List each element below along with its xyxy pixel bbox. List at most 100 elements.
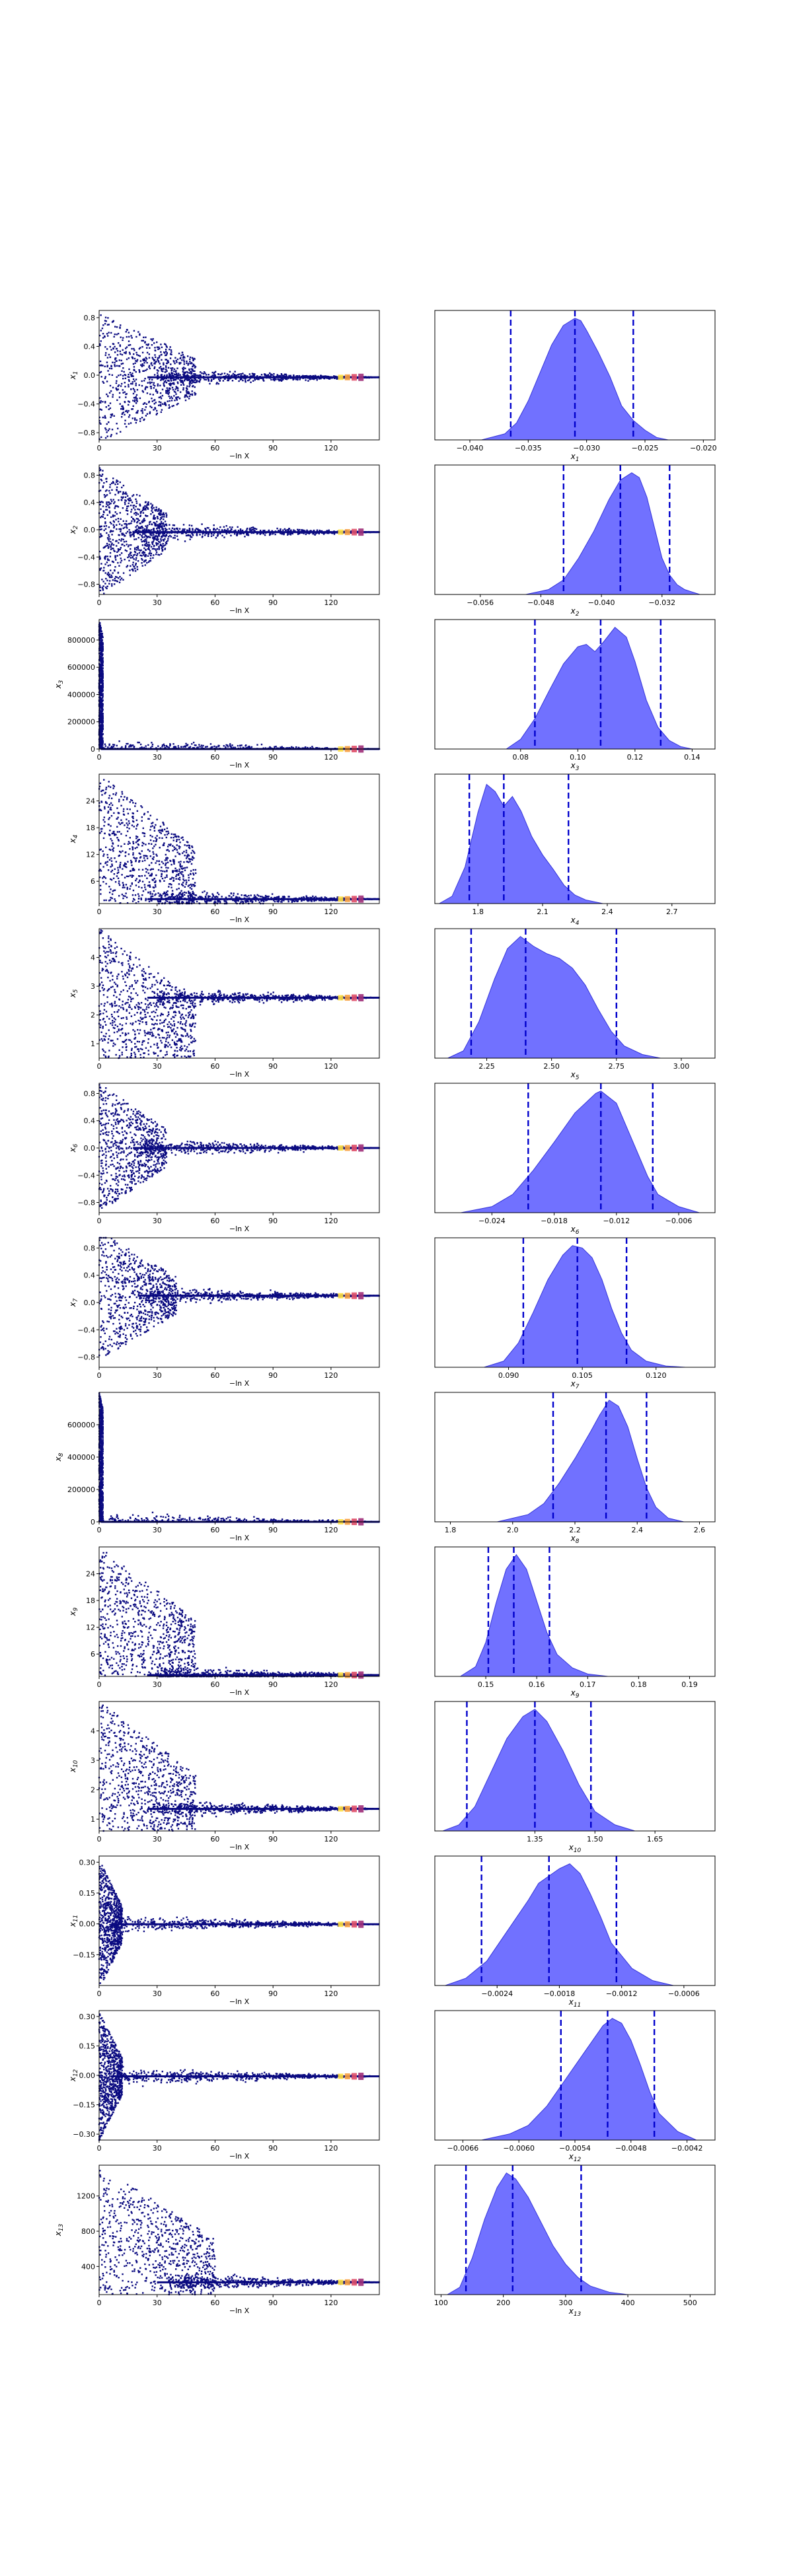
posterior-panel-5: 2.25 2.50 2.75 3.00 x5 (434, 928, 716, 1081)
trace-hot-marker (351, 994, 357, 1001)
posterior-axes-frame (434, 1855, 716, 1986)
posterior-xlabel: x10 (568, 1843, 582, 1854)
x-tick-label: 400 (621, 2299, 635, 2307)
trace-ylabel: x5 (68, 989, 79, 998)
trace-hot-marker (351, 896, 357, 903)
x-tick-label: 120 (324, 753, 338, 762)
y-tick-label: −0.4 (77, 1326, 95, 1334)
x-tick-label: 0 (97, 753, 102, 762)
x-tick-label: −0.018 (541, 1217, 568, 1225)
posterior-xlabel: x8 (570, 1534, 580, 1545)
x-tick-label: 2.4 (601, 908, 613, 916)
posterior-axes-frame (434, 310, 716, 441)
trace-hot-marker (351, 374, 357, 381)
x-tick-label: −0.048 (527, 598, 554, 607)
trace-axes-frame (98, 310, 380, 441)
x-tick-label: 90 (268, 444, 278, 452)
x-tick-label: 60 (210, 1989, 219, 1998)
x-tick-label: 120 (324, 444, 338, 452)
y-tick-label: 0.8 (84, 471, 96, 480)
posterior-density (481, 2018, 697, 2141)
trace-xlabel: −ln X (229, 1225, 250, 1233)
x-tick-label: 120 (324, 1989, 338, 1998)
trace-samples (98, 467, 381, 594)
x-tick-label: 120 (324, 1217, 338, 1225)
posterior-xlabel: x5 (570, 1070, 580, 1081)
posterior-panel-2: −0.056 −0.048 −0.040 −0.032 x2 (434, 464, 716, 618)
x-tick-label: 60 (210, 1835, 219, 1843)
trace-samples (98, 779, 380, 905)
trace-ylabel: x13 (54, 2223, 65, 2236)
x-tick-label: 1.35 (527, 1835, 543, 1843)
x-tick-label: 100 (434, 2299, 448, 2307)
x-tick-label: 120 (324, 2144, 338, 2153)
trace-panel-6: 0 30 60 90 120 0.8 0.4 0.0 −0.4 −0.8 −ln X x6 (68, 1083, 380, 1233)
x-tick-label: −0.024 (478, 1217, 506, 1225)
x-tick-label: 60 (210, 1371, 219, 1380)
posterior-density (437, 783, 603, 904)
y-tick-label: 200000 (67, 718, 95, 727)
x-tick-label: 0 (97, 1989, 102, 1998)
trace-hot-marker (351, 1292, 357, 1299)
trace-hot-marker (358, 2072, 364, 2080)
x-tick-label: 200 (496, 2299, 510, 2307)
trace-xlabel: −ln X (229, 606, 250, 615)
x-tick-label: 120 (324, 1680, 338, 1689)
x-tick-label: 60 (210, 598, 219, 607)
trace-xlabel: −ln X (229, 1534, 250, 1542)
trace-panel-11: 0 30 60 90 120 0.30 0.15 0.00 −0.15 −ln X x11 (68, 1855, 380, 2006)
x-tick-label: 0 (97, 2144, 102, 2153)
x-tick-label: 90 (268, 1062, 278, 1071)
y-tick-label: 6 (91, 877, 95, 886)
y-tick-label: 1 (91, 1815, 95, 1824)
x-tick-label: 90 (268, 2144, 278, 2153)
y-tick-label: 24 (86, 1570, 95, 1579)
posterior-xlabel: x11 (568, 1997, 582, 2009)
posterior-xlabel: x7 (570, 1379, 580, 1390)
x-tick-label: 0 (97, 908, 102, 916)
x-tick-label: 60 (210, 2299, 219, 2307)
x-tick-label: 30 (153, 1989, 162, 1998)
y-tick-label: 0.4 (84, 1117, 96, 1126)
trace-hot-marker (358, 1292, 364, 1300)
posterior-density (445, 1863, 674, 1986)
trace-hot-marker (351, 1671, 357, 1678)
y-tick-label: 1200 (77, 2192, 95, 2201)
x-tick-label: 1.65 (647, 1835, 663, 1843)
trace-panel-9: 0 30 60 90 120 24 18 12 6 −ln X x9 (68, 1546, 380, 1697)
y-tick-label: −0.30 (73, 2130, 95, 2139)
trace-hot-marker (338, 896, 344, 902)
x-tick-label: 3.00 (673, 1062, 690, 1071)
x-tick-label: 30 (153, 1371, 162, 1380)
x-tick-label: 0.18 (630, 1680, 647, 1689)
trace-xlabel: −ln X (229, 1688, 250, 1697)
x-tick-label: 2.4 (631, 1526, 643, 1534)
y-tick-label: 3 (91, 982, 95, 991)
posterior-panel-6: −0.024 −0.018 −0.012 −0.006 x6 (434, 1083, 716, 1236)
y-tick-label: 0.0 (84, 371, 96, 380)
posterior-density (505, 627, 693, 750)
x-tick-label: −0.0012 (606, 1989, 638, 1998)
x-tick-label: 2.1 (537, 908, 548, 916)
trace-hot-marker (351, 1921, 357, 1928)
y-tick-label: 0.4 (84, 1271, 96, 1280)
x-tick-label: 90 (268, 1371, 278, 1380)
posterior-panel-1: −0.040 −0.035 −0.030 −0.025 −0.020 x1 (434, 310, 717, 463)
x-tick-label: 120 (324, 1835, 338, 1843)
trace-xlabel: −ln X (229, 1997, 250, 2006)
y-tick-label: 0.0 (84, 1144, 96, 1153)
x-tick-label: −0.032 (648, 598, 675, 607)
y-tick-label: 12 (86, 851, 95, 859)
posterior-xlabel: x3 (570, 761, 580, 772)
trace-ylabel: x9 (68, 1607, 79, 1616)
x-tick-label: 90 (268, 753, 278, 762)
x-tick-label: 120 (324, 1062, 338, 1071)
y-tick-label: 600000 (67, 1421, 95, 1429)
posterior-xlabel: x12 (568, 2152, 582, 2163)
x-tick-label: 30 (153, 1526, 162, 1534)
x-tick-label: 90 (268, 1835, 278, 1843)
x-tick-label: 0.105 (572, 1371, 593, 1380)
x-tick-label: −0.0006 (668, 1989, 700, 1998)
x-tick-label: 60 (210, 753, 219, 762)
x-tick-label: 500 (683, 2299, 697, 2307)
